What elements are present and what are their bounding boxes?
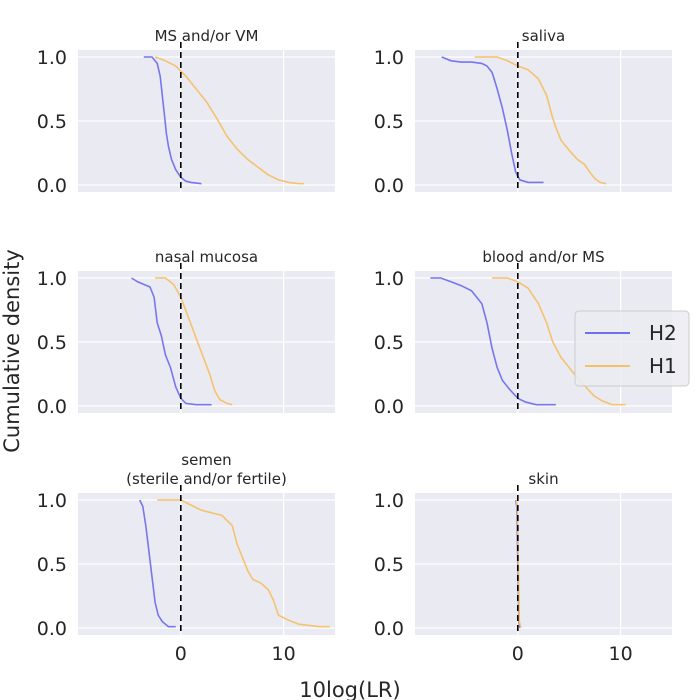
panel-6: 0.0 0.5 1.0 0 10 skin (374, 470, 672, 665)
y-tick-label: 1.0 (374, 47, 404, 69)
series-h1-line (155, 277, 233, 406)
y-tick-label: 1.0 (374, 490, 404, 512)
legend-box (574, 310, 690, 387)
y-tick-label: 1.0 (374, 268, 404, 290)
y-tick-label: 1.0 (37, 490, 67, 512)
panels: 0.00.51.0MS and/or VM0.00.51.0saliva0.00… (37, 27, 672, 665)
series-h2-line (430, 277, 556, 406)
y-tick-label: 0.5 (374, 111, 404, 133)
panel-title: MS and/or VM (155, 27, 259, 45)
legend-h2-label: H2 (649, 321, 677, 345)
series-h2-line (131, 277, 212, 406)
series-h1-line (515, 499, 522, 629)
y-tick-label: 0.0 (374, 396, 404, 418)
panel-title: blood and/or MS (482, 248, 604, 266)
series-h2-line (138, 499, 176, 628)
panel-2: 0.0 0.5 1.0 saliva (374, 27, 672, 197)
panel-5: 0.0 0.5 1.0 0 10 semen(sterile and/or fertile… (37, 451, 335, 665)
y-tick-label: 0.5 (374, 332, 404, 354)
y-axis-label: Cumulative density (0, 249, 24, 453)
y-tick-label: 0.5 (37, 554, 67, 576)
panel-title: nasal mucosa (155, 248, 258, 266)
panel-3: 0.0 0.5 1.0 nasal mucosa (37, 248, 335, 418)
x-tick-label: 10 (272, 643, 296, 665)
y-tick-label: 0.0 (37, 618, 67, 640)
y-tick-label: 0.5 (37, 332, 67, 354)
y-tick-label: 0.0 (37, 396, 67, 418)
panel-title: (sterile and/or fertile) (126, 470, 287, 488)
y-tick-label: 0.5 (374, 554, 404, 576)
series-h1-line (154, 56, 305, 185)
y-tick-label: 0.0 (374, 618, 404, 640)
y-tick-label: 0.0 (374, 175, 404, 197)
legend: H2 H1 (574, 310, 690, 387)
x-tick-label: 10 (609, 643, 633, 665)
y-tick-label: 1.0 (37, 268, 67, 290)
series-h1-line (157, 499, 330, 628)
panel-title: saliva (522, 27, 565, 45)
x-tick-label: 0 (512, 643, 524, 665)
panel-title: skin (528, 470, 558, 488)
panel-title: semen (181, 451, 231, 469)
y-tick-label: 1.0 (37, 47, 67, 69)
y-tick-label: 0.0 (37, 175, 67, 197)
x-tick-label: 0 (175, 643, 187, 665)
x-axis-label: 10log(LR) (299, 678, 400, 700)
y-tick-label: 0.5 (37, 111, 67, 133)
series-h1-line (492, 277, 626, 406)
panel-1: 0.0 0.5 1.0 MS and/or VM (37, 27, 335, 197)
series-h2-line (143, 56, 202, 185)
series-h1-line (474, 56, 607, 185)
legend-h1-label: H1 (649, 354, 677, 378)
